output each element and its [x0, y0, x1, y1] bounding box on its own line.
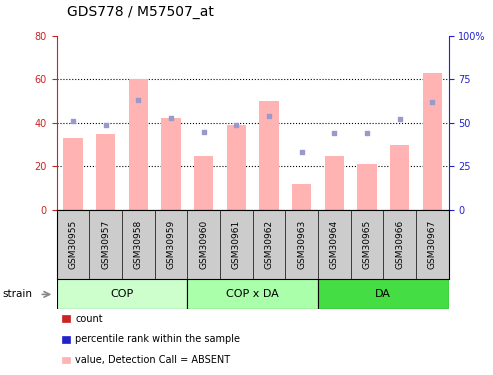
Bar	[318, 279, 449, 309]
Point	[232, 122, 240, 128]
Point	[102, 122, 109, 128]
Text: count: count	[75, 314, 103, 324]
Bar	[96, 134, 115, 210]
Text: GSM30963: GSM30963	[297, 220, 306, 269]
Bar	[194, 156, 213, 210]
Text: GSM30964: GSM30964	[330, 220, 339, 269]
Bar	[161, 118, 181, 210]
Bar	[129, 79, 148, 210]
Text: COP x DA: COP x DA	[226, 290, 279, 299]
Point	[265, 113, 273, 119]
Text: value, Detection Call = ABSENT: value, Detection Call = ABSENT	[75, 355, 231, 365]
Text: GSM30961: GSM30961	[232, 220, 241, 269]
Bar	[63, 138, 83, 210]
Point	[200, 129, 208, 135]
Point	[69, 118, 77, 124]
Text: GSM30955: GSM30955	[69, 220, 77, 269]
Bar	[357, 164, 377, 210]
Text: COP: COP	[110, 290, 134, 299]
Text: strain: strain	[2, 290, 33, 299]
Bar	[390, 145, 409, 210]
Text: percentile rank within the sample: percentile rank within the sample	[75, 334, 241, 344]
Text: DA: DA	[375, 290, 391, 299]
Point	[330, 130, 338, 136]
Text: GDS778 / M57507_at: GDS778 / M57507_at	[67, 5, 213, 19]
Bar	[226, 125, 246, 210]
Text: GSM30965: GSM30965	[362, 220, 372, 269]
Point	[298, 150, 306, 156]
Text: GSM30962: GSM30962	[264, 220, 274, 269]
Text: GSM30958: GSM30958	[134, 220, 143, 269]
Text: GSM30960: GSM30960	[199, 220, 208, 269]
Bar	[423, 73, 442, 210]
Point	[135, 97, 142, 103]
Bar	[292, 184, 312, 210]
Point	[167, 115, 175, 121]
Bar	[57, 279, 187, 309]
Text: GSM30957: GSM30957	[101, 220, 110, 269]
Text: GSM30966: GSM30966	[395, 220, 404, 269]
Bar	[324, 156, 344, 210]
Point	[428, 99, 436, 105]
Text: GSM30959: GSM30959	[167, 220, 176, 269]
Text: GSM30967: GSM30967	[428, 220, 437, 269]
Point	[363, 130, 371, 136]
Bar	[187, 279, 318, 309]
Bar	[259, 101, 279, 210]
Point	[396, 116, 404, 122]
